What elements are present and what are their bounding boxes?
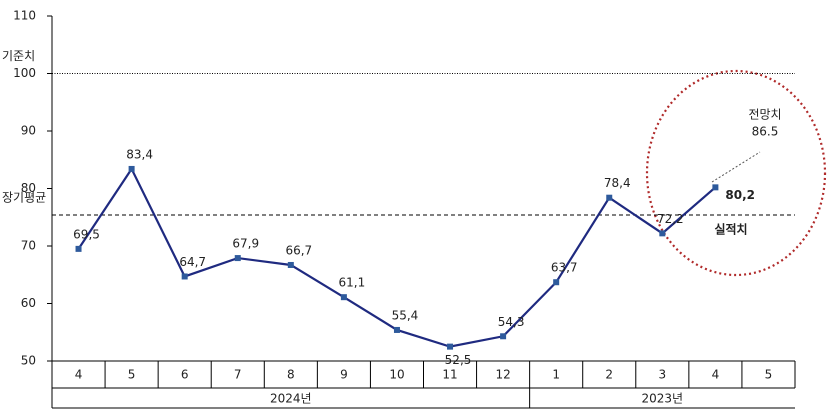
x-tick-label: 4 bbox=[75, 368, 83, 382]
point-marker bbox=[128, 165, 135, 172]
data-label: 66,7 bbox=[285, 243, 312, 257]
point-marker bbox=[500, 333, 507, 340]
data-label: 69,5 bbox=[73, 227, 100, 241]
x-tick-label: 5 bbox=[765, 368, 773, 382]
y-tick-label: 80 bbox=[21, 181, 36, 195]
point-marker bbox=[712, 184, 719, 191]
data-label: 52,5 bbox=[445, 353, 472, 367]
point-marker bbox=[75, 245, 82, 252]
x-tick-label: 12 bbox=[495, 368, 510, 382]
data-label: 72,2 bbox=[657, 212, 684, 226]
point-marker bbox=[606, 194, 613, 201]
y-tick-label: 110 bbox=[13, 9, 36, 23]
x-tick-label: 6 bbox=[181, 368, 189, 382]
forecast-value: 86.5 bbox=[752, 125, 779, 139]
data-label: 55,4 bbox=[392, 308, 419, 322]
legend-label: 실적치 bbox=[714, 222, 747, 237]
y-tick-label: 60 bbox=[21, 296, 36, 310]
x-tick-label: 3 bbox=[659, 368, 667, 382]
group-label: 2024년 bbox=[270, 392, 312, 406]
point-marker bbox=[287, 261, 294, 268]
reference-label: 장기평균 bbox=[2, 190, 46, 204]
reference-label: 기준치 bbox=[2, 49, 35, 63]
data-label: 83,4 bbox=[126, 147, 153, 161]
point-marker bbox=[659, 230, 666, 237]
point-marker bbox=[447, 343, 454, 350]
data-label: 67,9 bbox=[232, 237, 259, 251]
point-marker bbox=[393, 326, 400, 333]
y-tick-label: 70 bbox=[21, 239, 36, 253]
point-marker bbox=[340, 294, 347, 301]
data-label: 61,1 bbox=[339, 276, 366, 290]
data-label: 78,4 bbox=[604, 176, 631, 190]
data-label: 54,3 bbox=[498, 315, 525, 329]
x-tick-label: 11 bbox=[442, 368, 457, 382]
y-tick-label: 100 bbox=[13, 66, 36, 80]
x-tick-label: 7 bbox=[234, 368, 242, 382]
data-label: 63,7 bbox=[551, 261, 578, 275]
x-tick-label: 5 bbox=[128, 368, 136, 382]
y-tick-label: 90 bbox=[21, 124, 36, 138]
group-label: 2023년 bbox=[642, 392, 684, 406]
forecast-label: 전망치 bbox=[748, 108, 781, 122]
point-marker bbox=[181, 273, 188, 280]
data-label: 64,7 bbox=[179, 255, 206, 269]
x-tick-label: 1 bbox=[552, 368, 560, 382]
point-marker bbox=[234, 255, 241, 262]
x-tick-label: 10 bbox=[389, 368, 404, 382]
x-tick-label: 2 bbox=[605, 368, 613, 382]
x-tick-label: 4 bbox=[712, 368, 720, 382]
y-tick-label: 50 bbox=[21, 354, 36, 368]
x-tick-label: 9 bbox=[340, 368, 348, 382]
x-tick-label: 8 bbox=[287, 368, 295, 382]
leader-line bbox=[711, 151, 761, 183]
highlight-circle bbox=[645, 69, 827, 277]
point-marker bbox=[553, 279, 560, 286]
data-label: 80,2 bbox=[725, 188, 755, 202]
